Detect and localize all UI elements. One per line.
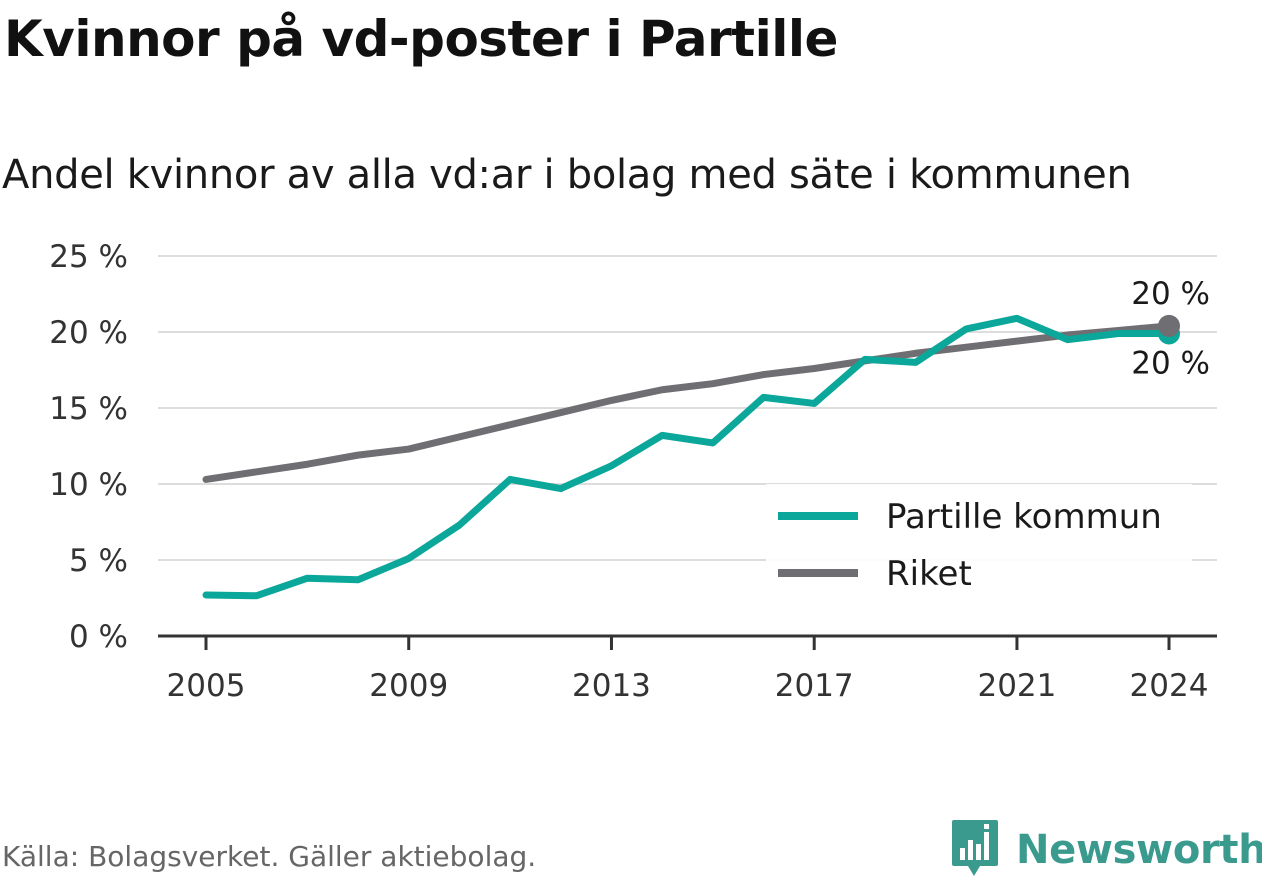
series-end-label: 20 % bbox=[1131, 346, 1210, 382]
y-tick-label: 10 % bbox=[49, 467, 128, 503]
brand-name: Newsworthy bbox=[1016, 827, 1262, 873]
y-tick-label: 15 % bbox=[49, 391, 128, 427]
legend-label: Partille kommun bbox=[886, 497, 1162, 537]
brand-logo[interactable]: Newsworthy bbox=[950, 818, 1262, 882]
series-end-point bbox=[1158, 314, 1180, 337]
x-tick-label: 2013 bbox=[572, 668, 651, 704]
chart-subtitle: Andel kvinnor av alla vd:ar i bolag med … bbox=[2, 152, 1132, 198]
y-tick-label: 25 % bbox=[49, 239, 128, 275]
x-tick-label: 2009 bbox=[369, 668, 448, 704]
legend-box bbox=[766, 484, 1192, 596]
y-tick-label: 0 % bbox=[69, 619, 128, 655]
series-line-partille bbox=[202, 314, 1173, 600]
x-tick-label: 2021 bbox=[977, 668, 1056, 704]
x-tick-label: 2017 bbox=[775, 668, 854, 704]
series-end-label: 20 % bbox=[1131, 276, 1210, 312]
legend-label: Riket bbox=[886, 554, 972, 594]
x-tick-label: 2005 bbox=[167, 668, 246, 704]
newsworthy-logo-icon bbox=[950, 818, 1000, 882]
line-chart: 0 % 5 % 10 % 15 % 20 % 25 % 2005 2009 2013 2017 20… bbox=[49, 239, 1217, 704]
series-line-riket bbox=[202, 322, 1173, 483]
y-tick-label: 20 % bbox=[49, 315, 128, 351]
chart-title: Kvinnor på vd-poster i Partille bbox=[4, 10, 838, 68]
y-tick-label: 5 % bbox=[69, 543, 128, 579]
x-tick-label: 2024 bbox=[1130, 668, 1209, 704]
source-note: Källa: Bolagsverket. Gäller aktiebolag. bbox=[2, 840, 537, 873]
